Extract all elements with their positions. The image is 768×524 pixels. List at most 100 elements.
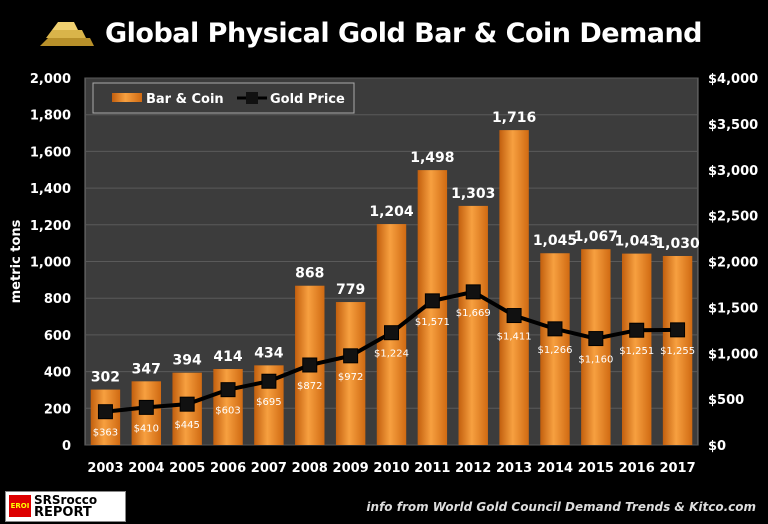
gold-price-marker — [670, 322, 686, 338]
bar-data-label: 394 — [173, 353, 202, 369]
gold-price-data-label: $1,571 — [415, 317, 450, 328]
gold-price-marker — [220, 382, 236, 398]
y2-tick-label: $2,500 — [708, 210, 758, 225]
bar-data-label: 1,204 — [369, 204, 414, 220]
x-tick-label: 2017 — [659, 461, 695, 476]
y2-tick-label: $1,500 — [708, 301, 758, 316]
bar-data-label: 1,303 — [451, 186, 495, 202]
gold-price-marker — [629, 322, 645, 338]
gold-price-data-label: $445 — [174, 420, 199, 431]
x-tick-label: 2009 — [333, 461, 369, 476]
gold-price-data-label: $1,266 — [537, 345, 572, 356]
gold-price-marker — [343, 348, 359, 364]
bar — [662, 255, 693, 445]
gold-price-data-label: $1,160 — [578, 355, 613, 366]
y2-tick-label: $0 — [708, 439, 726, 454]
x-tick-label: 2016 — [619, 461, 655, 476]
chart-svg: 0 200 400 600 800 1,000 1,200 1,400 1,600 1,800 2,… — [9, 72, 758, 476]
gold-price-data-label: $872 — [297, 381, 322, 392]
legend-label-line: Gold Price — [270, 92, 345, 107]
bar — [499, 130, 529, 445]
gold-price-data-label: $1,669 — [456, 308, 491, 319]
y-tick-label: 1,800 — [30, 109, 71, 124]
gold-price-marker — [588, 331, 604, 347]
legend-swatch-bar — [112, 93, 142, 102]
legend-swatch-marker — [246, 92, 258, 104]
gold-bars-icon — [40, 22, 94, 46]
y-tick-label: 0 — [62, 439, 71, 454]
bar-data-label: 347 — [132, 361, 161, 377]
y-tick-label: 200 — [44, 402, 71, 417]
x-tick-label: 2015 — [578, 461, 614, 476]
bar-data-label: 434 — [254, 345, 283, 361]
x-tick-label: 2004 — [128, 461, 164, 476]
x-tick-label: 2003 — [87, 461, 123, 476]
x-tick-label: 2006 — [210, 461, 246, 476]
legend-label-bar: Bar & Coin — [146, 92, 224, 107]
x-tick-label: 2013 — [496, 461, 532, 476]
y-tick-label: 400 — [44, 366, 71, 381]
gold-price-marker — [547, 321, 563, 337]
y-tick-label: 600 — [44, 329, 71, 344]
gold-price-marker — [261, 373, 277, 389]
gold-price-marker — [179, 396, 195, 412]
y-tick-label: 2,000 — [30, 72, 71, 87]
bar-data-label: 1,716 — [492, 110, 536, 126]
y-tick-label: 800 — [44, 292, 71, 307]
gold-price-marker — [506, 308, 522, 324]
y2-tick-label: $3,000 — [708, 164, 758, 179]
bar — [581, 249, 611, 445]
bar-data-label: 1,043 — [615, 234, 659, 250]
gold-price-data-label: $410 — [134, 423, 159, 434]
gold-price-data-label: $603 — [215, 406, 240, 417]
y2-tick-label: $500 — [708, 393, 744, 408]
y2-tick-label: $4,000 — [708, 72, 758, 87]
gold-price-marker — [424, 293, 440, 309]
bar-data-label: 1,030 — [655, 236, 700, 252]
bar-data-label: 1,067 — [574, 229, 618, 245]
y-tick-label: 1,200 — [30, 219, 71, 234]
logo-badge: EROI — [9, 495, 31, 517]
x-tick-label: 2007 — [251, 461, 287, 476]
y-tick-label: 1,600 — [30, 145, 71, 160]
gold-price-marker — [97, 404, 113, 420]
bar — [335, 302, 366, 445]
gold-price-data-label: $1,251 — [619, 346, 654, 357]
gold-price-marker — [302, 357, 318, 373]
bar — [213, 369, 243, 445]
gold-price-data-label: $1,224 — [374, 349, 409, 360]
x-tick-label: 2005 — [169, 461, 205, 476]
bar-data-label: 302 — [91, 370, 120, 386]
chart-title: Global Physical Gold Bar & Coin Demand — [105, 18, 703, 49]
gold-price-data-label: $363 — [93, 428, 118, 439]
logo-line1: SRSrocco — [34, 493, 98, 507]
gold-price-data-label: $972 — [338, 372, 363, 383]
x-tick-label: 2008 — [292, 461, 328, 476]
y2-tick-label: $1,000 — [708, 347, 758, 362]
bar-data-label: 1,045 — [533, 233, 577, 249]
y2-tick-label: $3,500 — [708, 118, 758, 133]
gold-price-data-label: $1,255 — [660, 346, 695, 357]
logo-line2: REPORT — [34, 505, 92, 520]
bar — [621, 253, 652, 445]
x-tick-label: 2012 — [455, 461, 491, 476]
gold-price-marker — [465, 284, 481, 300]
y-axis-label: metric tons — [9, 219, 24, 303]
bar-data-label: 1,498 — [410, 150, 454, 166]
y2-tick-label: $2,000 — [708, 256, 758, 271]
bar — [540, 253, 570, 445]
srsrocco-logo: EROI SRSrocco REPORT — [5, 491, 126, 522]
bar-data-label: 414 — [213, 349, 242, 365]
bar-data-label: 868 — [295, 266, 324, 282]
source-note: info from World Gold Council Demand Tren… — [366, 500, 756, 514]
x-tick-label: 2010 — [373, 461, 409, 476]
x-tick-label: 2011 — [414, 461, 450, 476]
bar-data-label: 779 — [336, 282, 365, 298]
gold-price-marker — [138, 399, 154, 415]
gold-price-data-label: $695 — [256, 397, 281, 408]
bar — [458, 205, 488, 445]
gold-price-data-label: $1,411 — [497, 332, 532, 343]
y-tick-label: 1,400 — [30, 182, 71, 197]
x-tick-label: 2014 — [537, 461, 573, 476]
